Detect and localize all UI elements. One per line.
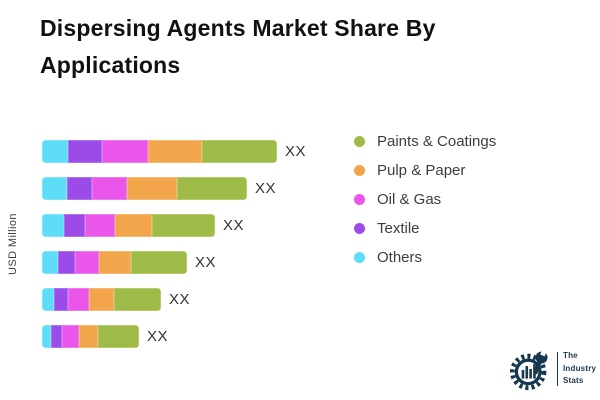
bar-stack: [42, 251, 187, 274]
bar-stack: [42, 325, 139, 348]
bar-segment-others: [42, 288, 54, 311]
bar-segment-others: [42, 177, 67, 200]
bar-segment-textile: [67, 177, 92, 200]
logo-text-line: The: [563, 351, 578, 361]
legend-dot: [354, 135, 365, 147]
bar-segment-textile: [58, 251, 75, 274]
legend-item: Paints & Coatings: [354, 132, 497, 150]
bar-stack: [42, 214, 215, 237]
y-axis-label: USD Million: [7, 213, 19, 275]
legend-item: Oil & Gas: [354, 190, 496, 208]
bar-segment-pulp-paper: [79, 325, 98, 348]
bar-segment-paints-coatings: [98, 325, 139, 348]
logo-text-line: Industry: [563, 363, 597, 373]
bar-stack: [42, 140, 277, 163]
legend-dot: [354, 222, 365, 234]
bar-value-label: XX: [285, 143, 307, 160]
bar-value-label: XX: [147, 328, 169, 345]
logo-divider: [557, 352, 558, 386]
bar-stack: [42, 288, 161, 311]
bar-row: XX: [42, 140, 306, 163]
bar-value-label: XX: [223, 217, 245, 234]
legend-label: Others: [377, 248, 423, 266]
legend-item: Textile: [354, 219, 496, 237]
bar-segment-paints-coatings: [152, 214, 215, 237]
bar-row: XX: [42, 251, 306, 274]
bar-stack: [42, 177, 247, 200]
bar-segment-paints-coatings: [114, 288, 161, 311]
legend-label: Textile: [377, 219, 420, 237]
bar-segment-others: [42, 251, 58, 274]
bar-segment-oil-gas: [102, 140, 148, 163]
legend-label: Pulp & Paper: [377, 161, 466, 179]
legend-dot: [354, 193, 365, 205]
bar-value-label: XX: [255, 180, 277, 197]
bar-segment-textile: [64, 214, 85, 237]
bar-plot-area: XX XX XX XX XX XX: [42, 140, 306, 362]
bar-segment-oil-gas: [75, 251, 99, 274]
chart-title: Dispersing Agents Market Share By Applic…: [40, 15, 436, 78]
bar-segment-textile: [54, 288, 68, 311]
legend-item: Others: [354, 248, 496, 266]
bar-segment-textile: [68, 140, 102, 163]
bar-segment-pulp-paper: [115, 214, 152, 237]
gear-wrench-icon: [509, 348, 548, 391]
legend-label: Oil & Gas: [377, 190, 442, 208]
bar-segment-textile: [51, 325, 62, 348]
bar-segment-oil-gas: [68, 288, 89, 311]
bar-segment-others: [42, 214, 64, 237]
bar-segment-paints-coatings: [177, 177, 247, 200]
brand-logo: The Industry Stats: [509, 346, 596, 392]
legend: Paints & Coatings Pulp & Paper Oil & Gas Te…: [354, 133, 496, 278]
bar-row: XX: [42, 325, 306, 348]
logo-text-line: Stats: [563, 376, 584, 386]
bar-row: XX: [42, 177, 306, 200]
bar-segment-pulp-paper: [127, 177, 177, 200]
bar-value-label: XX: [169, 291, 191, 308]
logo-wordmark: The Industry Stats: [563, 350, 596, 387]
legend-dot: [354, 164, 365, 176]
bar-value-label: XX: [195, 254, 217, 271]
bar-segment-pulp-paper: [148, 140, 202, 163]
bar-segment-pulp-paper: [89, 288, 114, 311]
legend-item: Pulp & Paper: [354, 161, 496, 179]
bar-row: XX: [42, 288, 306, 311]
bar-segment-others: [42, 325, 51, 348]
bar-segment-oil-gas: [92, 177, 127, 200]
bar-segment-paints-coatings: [131, 251, 187, 274]
bar-segment-paints-coatings: [202, 140, 277, 163]
legend-label: Paints & Coatings: [377, 132, 497, 150]
bar-segment-pulp-paper: [99, 251, 131, 274]
bar-segment-others: [42, 140, 68, 163]
bar-row: XX: [42, 214, 306, 237]
bar-segment-oil-gas: [85, 214, 115, 237]
legend-dot: [354, 251, 365, 263]
bar-segment-oil-gas: [62, 325, 79, 348]
